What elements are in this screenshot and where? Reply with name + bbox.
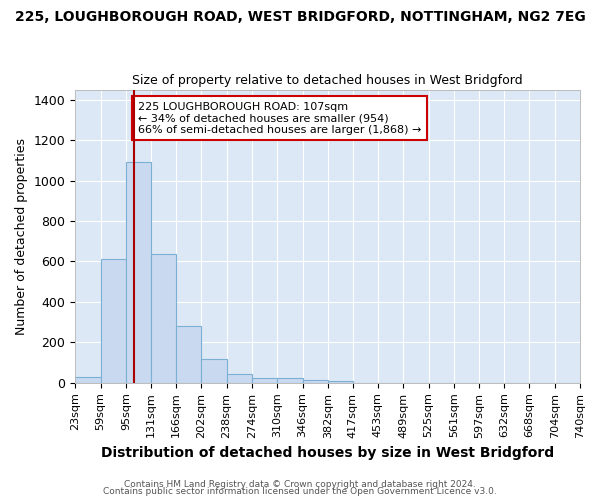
Bar <box>176 326 201 383</box>
Bar <box>252 378 277 383</box>
Text: Contains HM Land Registry data © Crown copyright and database right 2024.: Contains HM Land Registry data © Crown c… <box>124 480 476 489</box>
Title: Size of property relative to detached houses in West Bridgford: Size of property relative to detached ho… <box>132 74 523 87</box>
Bar <box>151 254 176 383</box>
Bar <box>328 381 353 383</box>
Bar <box>227 374 252 383</box>
Bar <box>201 359 227 383</box>
Bar <box>75 377 101 383</box>
Bar <box>277 378 302 383</box>
Bar <box>302 380 328 383</box>
X-axis label: Distribution of detached houses by size in West Bridgford: Distribution of detached houses by size … <box>101 446 554 460</box>
Bar <box>126 162 151 383</box>
Y-axis label: Number of detached properties: Number of detached properties <box>15 138 28 334</box>
Text: 225 LOUGHBOROUGH ROAD: 107sqm
← 34% of detached houses are smaller (954)
66% of : 225 LOUGHBOROUGH ROAD: 107sqm ← 34% of d… <box>138 102 421 135</box>
Text: Contains public sector information licensed under the Open Government Licence v3: Contains public sector information licen… <box>103 487 497 496</box>
Bar <box>101 260 126 383</box>
Text: 225, LOUGHBOROUGH ROAD, WEST BRIDGFORD, NOTTINGHAM, NG2 7EG: 225, LOUGHBOROUGH ROAD, WEST BRIDGFORD, … <box>14 10 586 24</box>
